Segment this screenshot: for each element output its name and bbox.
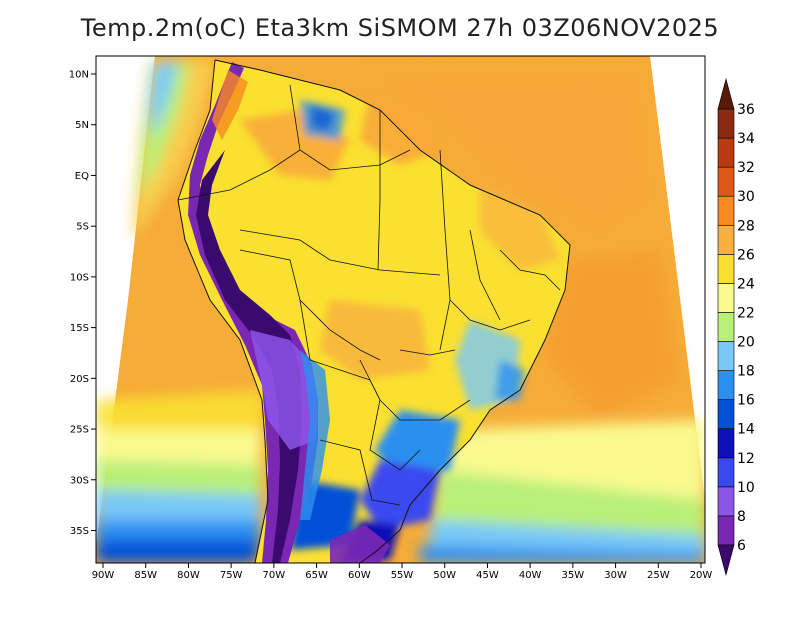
colorbar-segment	[717, 254, 735, 284]
lon-tick-label: 80W	[177, 570, 200, 581]
colorbar-label: 20	[737, 335, 755, 351]
colorbar-segment	[717, 486, 735, 517]
temperature-field	[96, 60, 705, 563]
colorbar-label: 8	[737, 509, 746, 525]
colorbar-label: 26	[737, 247, 755, 263]
lat-tick-label: 5S	[76, 222, 89, 233]
lat-tick-label: 25S	[70, 425, 89, 436]
colorbar-label: 14	[737, 422, 755, 438]
colorbar-segment	[717, 515, 735, 546]
map-panel	[96, 56, 705, 563]
lon-tick-label: 85W	[134, 570, 157, 581]
colorbar-min-extension	[717, 544, 735, 577]
lon-tick-label: 45W	[476, 570, 499, 581]
colorbar-segment	[717, 457, 735, 488]
lat-tick-label: 30S	[70, 475, 89, 486]
colorbar-label: 30	[737, 189, 755, 205]
lon-tick-label: 60W	[348, 570, 371, 581]
lon-tick-label: 55W	[391, 570, 414, 581]
colorbar-segment	[717, 428, 735, 459]
longitude-axis: 90W 85W 80W 75W 70W 65W 60W 55W 50W 45W 40W 35W 30W 2…	[92, 563, 713, 581]
colorbar-label: 12	[737, 451, 755, 467]
map-frame	[95, 55, 706, 564]
colorbar-segment	[717, 195, 735, 226]
colorbar-label: 22	[737, 305, 755, 321]
lon-tick-label: 70W	[263, 570, 286, 581]
colorbar-label: 28	[737, 218, 755, 234]
lat-tick-label: 10S	[70, 272, 89, 283]
colorbar-segment	[717, 370, 735, 400]
lat-tick-label: 5N	[75, 120, 89, 131]
lon-tick-label: 25W	[647, 570, 670, 581]
lat-tick-label: 20S	[70, 374, 89, 385]
colorbar-segment	[717, 137, 735, 168]
lon-tick-label: 50W	[433, 570, 456, 581]
lon-tick-label: 65W	[305, 570, 328, 581]
lon-tick-label: 35W	[562, 570, 585, 581]
colorbar: 6 8 10 12 14 16 18 20 22 24 26 28 30 32 34 36	[717, 77, 755, 577]
colorbar-segment	[717, 108, 735, 139]
lon-tick-label: 20W	[690, 570, 713, 581]
colorbar-label: 36	[737, 102, 755, 118]
colorbar-segment	[717, 399, 735, 430]
colorbar-label: 16	[737, 393, 755, 409]
lon-tick-label: 40W	[519, 570, 542, 581]
colorbar-segment	[717, 312, 735, 342]
lon-tick-label: 75W	[220, 570, 243, 581]
colorbar-label: 10	[737, 480, 755, 496]
colorbar-segment	[717, 224, 735, 255]
map-title: Temp.2m(oC) Eta3km SiSMOM 27h 03Z06NOV20…	[80, 14, 720, 42]
lat-tick-label: 35S	[70, 526, 89, 537]
colorbar-label: 18	[737, 364, 755, 380]
lon-tick-label: 30W	[604, 570, 627, 581]
colorbar-label: 24	[737, 276, 755, 292]
colorbar-label: 34	[737, 131, 755, 147]
colorbar-label: 32	[737, 160, 755, 176]
lat-tick-label: EQ	[75, 171, 89, 182]
latitude-axis: 10N 5N EQ 5S 10S 15S 20S 25S 30S 35S	[69, 70, 96, 537]
colorbar-max-extension	[717, 77, 735, 110]
political-borders	[177, 84, 561, 506]
lat-tick-label: 10N	[69, 70, 89, 81]
colorbar-segment	[717, 283, 735, 313]
colorbar-segment	[717, 341, 735, 371]
lat-tick-label: 15S	[70, 323, 89, 334]
lon-tick-label: 90W	[92, 570, 115, 581]
colorbar-segment	[717, 166, 735, 197]
coastline	[177, 59, 571, 563]
colorbar-label: 6	[737, 538, 746, 554]
